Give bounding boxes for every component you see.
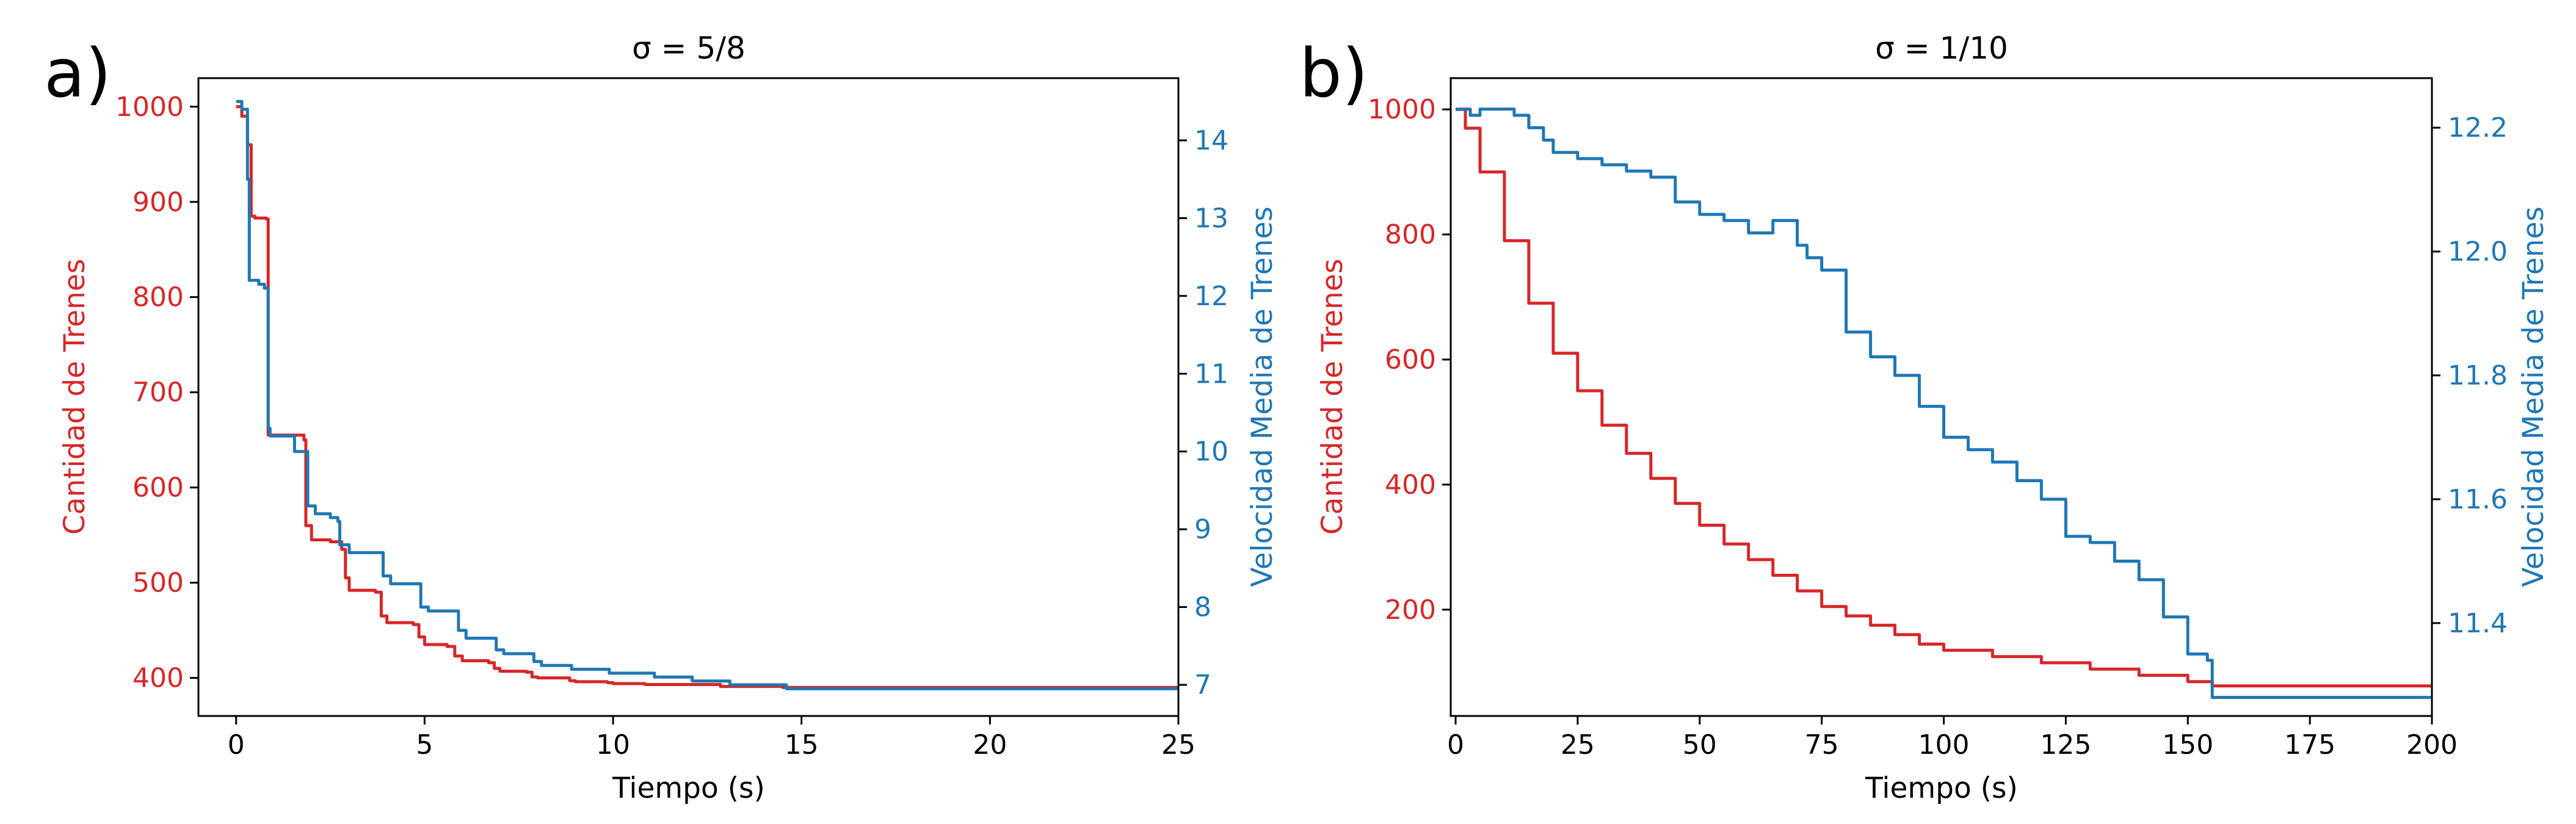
left-y-tick-label: 800 (1385, 219, 1436, 250)
x-tick-label: 25 (1561, 729, 1595, 761)
chart-title: σ = 1/10 (1875, 31, 2008, 66)
right-y-tick-label: 12 (1194, 281, 1228, 312)
left-y-axis-ticks: 400 500 600 700 800 900 1000 (115, 92, 198, 694)
left-y-tick-label: 200 (1385, 595, 1436, 626)
right-y-tick-label: 10 (1194, 436, 1228, 468)
x-tick-label: 75 (1805, 729, 1839, 761)
x-tick-label: 0 (1447, 729, 1464, 761)
left-y-tick-label: 400 (132, 663, 184, 694)
right-y-tick-label: 7 (1194, 670, 1211, 701)
x-tick-label: 5 (416, 729, 433, 761)
right-y-axis-ticks: 7 8 9 10 11 12 13 14 (1178, 125, 1228, 701)
chart-panel-a: a) σ = 5/8 0 5 10 15 20 25 400 500 600 700 800 900… (44, 31, 1279, 805)
chart-panel-b: b) σ = 1/10 0 25 50 75 100 125 150 175 200 200 40… (1299, 31, 2550, 805)
series-line-velocidad (236, 99, 1178, 690)
x-tick-label: 200 (2406, 729, 2458, 761)
left-y-tick-label: 700 (132, 377, 184, 408)
right-y-tick-label: 14 (1194, 125, 1228, 156)
series-line-cantidad (1456, 107, 2432, 688)
x-tick-label: 20 (973, 729, 1007, 761)
x-tick-label: 0 (228, 729, 245, 761)
x-axis-label: Tiempo (s) (1865, 772, 2018, 805)
x-tick-label: 50 (1683, 729, 1717, 761)
left-y-tick-label: 400 (1385, 469, 1436, 501)
right-y-axis-label: Velocidad Media de Trenes (2517, 206, 2550, 587)
x-axis-label: Tiempo (s) (612, 772, 765, 805)
x-tick-label: 10 (596, 729, 630, 761)
right-y-tick-label: 13 (1194, 203, 1228, 234)
x-tick-label: 125 (2040, 729, 2091, 761)
x-tick-label: 15 (785, 729, 819, 761)
right-y-axis-label: Velocidad Media de Trenes (1246, 206, 1279, 587)
x-tick-label: 25 (1161, 729, 1195, 761)
right-y-tick-label: 11.4 (2448, 608, 2508, 639)
series-lines (236, 99, 1178, 690)
right-y-tick-label: 11.6 (2448, 484, 2508, 515)
right-y-axis-ticks: 11.4 11.6 11.8 12.0 12.2 (2432, 112, 2508, 639)
left-y-tick-label: 800 (132, 282, 184, 313)
plot-frame (197, 77, 1180, 717)
right-y-tick-label: 8 (1194, 592, 1211, 623)
plot-frame (1449, 77, 2433, 717)
x-axis-ticks: 0 25 50 75 100 125 150 175 200 (1447, 716, 2458, 761)
right-y-tick-label: 12.0 (2448, 236, 2508, 267)
left-y-tick-label: 1000 (115, 92, 184, 123)
right-y-tick-label: 9 (1194, 514, 1211, 545)
left-y-axis-ticks: 200 400 600 800 1000 (1368, 94, 1451, 626)
series-lines (1456, 107, 2432, 699)
x-axis-ticks: 0 5 10 15 20 25 (228, 716, 1195, 761)
x-tick-label: 175 (2284, 729, 2335, 761)
left-y-tick-label: 1000 (1368, 94, 1436, 125)
left-y-axis-label: Cantidad de Trenes (58, 259, 92, 535)
left-y-tick-label: 600 (1385, 344, 1436, 375)
x-tick-label: 150 (2162, 729, 2213, 761)
right-y-tick-label: 12.2 (2448, 112, 2508, 143)
panel-label: a) (44, 34, 111, 112)
right-y-tick-label: 11 (1194, 358, 1228, 389)
x-tick-label: 100 (1918, 729, 1970, 761)
left-y-axis-label: Cantidad de Trenes (1316, 259, 1349, 535)
left-y-tick-label: 900 (132, 187, 184, 218)
panel-label: b) (1299, 34, 1368, 112)
chart-title: σ = 5/8 (632, 31, 746, 66)
series-line-velocidad (1456, 107, 2432, 699)
right-y-tick-label: 11.8 (2448, 360, 2508, 391)
left-y-tick-label: 600 (132, 472, 184, 504)
left-y-tick-label: 500 (132, 568, 184, 599)
